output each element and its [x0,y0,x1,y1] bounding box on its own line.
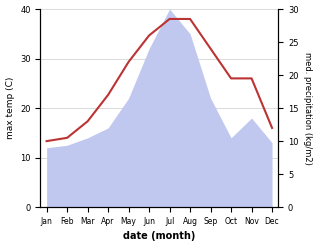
Y-axis label: med. precipitation (kg/m2): med. precipitation (kg/m2) [303,52,313,165]
X-axis label: date (month): date (month) [123,231,196,242]
Y-axis label: max temp (C): max temp (C) [5,77,15,139]
